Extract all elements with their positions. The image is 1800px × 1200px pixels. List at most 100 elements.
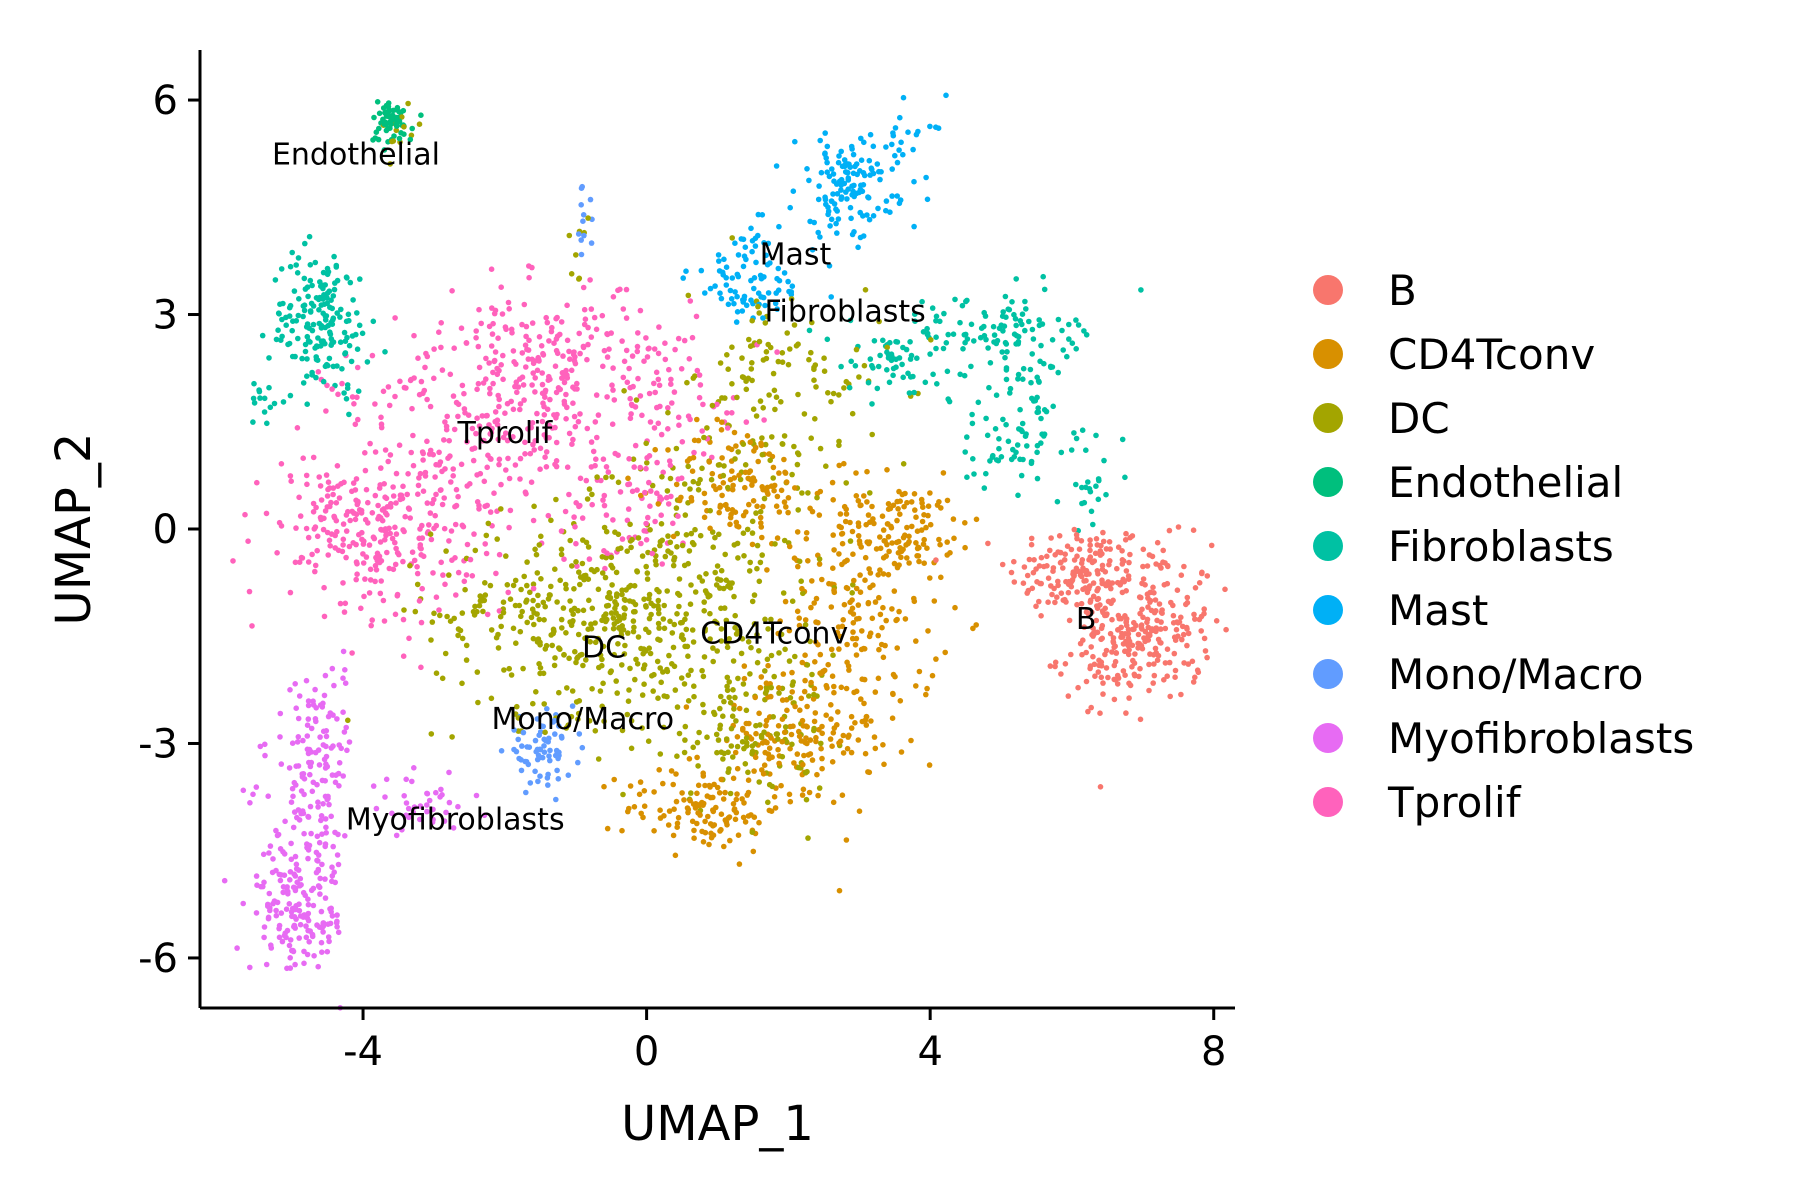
point-fibroblasts: [919, 298, 925, 305]
point-cd4tconv: [722, 789, 728, 796]
point-myofibroblasts: [340, 648, 347, 655]
point-fibroblasts: [1011, 331, 1018, 338]
point-tprolif: [436, 449, 442, 456]
point-cd4tconv: [901, 503, 907, 510]
point-dc: [755, 303, 761, 310]
point-cd4tconv: [760, 486, 766, 493]
point-mast: [883, 198, 890, 204]
point-b: [1150, 680, 1156, 686]
point-tprolif: [467, 556, 474, 563]
point-dc: [630, 456, 637, 463]
point-dc: [884, 344, 890, 351]
point-dc: [809, 319, 815, 326]
point-b: [1150, 584, 1156, 591]
point-myofibroblasts: [308, 830, 314, 837]
point-dc: [613, 569, 620, 576]
point-mast: [762, 302, 768, 309]
point-dc: [701, 608, 707, 614]
point-b: [1105, 598, 1112, 605]
point-cd4tconv: [619, 827, 625, 834]
point-b: [1052, 659, 1059, 666]
point-b: [1147, 632, 1153, 639]
point-tprolif: [440, 572, 446, 578]
point-tprolif: [473, 430, 479, 437]
point-b: [1166, 527, 1173, 534]
point-myofibroblasts: [250, 791, 256, 798]
point-mast: [850, 151, 857, 158]
point-dc: [643, 626, 649, 633]
point-tprolif: [561, 374, 567, 380]
point-mast: [755, 232, 761, 239]
point-cd4tconv: [673, 481, 680, 488]
point-tprolif: [549, 324, 555, 331]
point-mast: [774, 275, 780, 282]
point-cd4tconv: [733, 519, 740, 526]
point-dc: [602, 574, 609, 581]
point-tprolif: [414, 564, 420, 570]
point-mast: [789, 283, 796, 290]
point-dc: [700, 673, 707, 680]
point-tprolif: [389, 535, 396, 542]
point-cd4tconv: [716, 790, 723, 796]
point-tprolif: [666, 458, 673, 464]
point-fibroblasts: [287, 302, 294, 309]
point-b: [1129, 626, 1136, 633]
point-b: [1100, 538, 1107, 545]
point-b: [1110, 597, 1116, 604]
point-tprolif: [669, 400, 675, 406]
point-dc: [618, 545, 624, 551]
point-mast: [707, 285, 714, 292]
point-cd4tconv: [759, 740, 766, 746]
point-dc: [690, 478, 697, 485]
point-dc: [701, 599, 707, 605]
point-dc: [527, 589, 533, 596]
point-tprolif: [446, 538, 452, 544]
point-fibroblasts: [300, 313, 306, 320]
point-b: [1155, 652, 1162, 659]
point-b: [999, 561, 1006, 568]
point-b: [1036, 598, 1042, 605]
point-dc: [685, 292, 692, 299]
point-mono-macro: [552, 731, 558, 737]
point-dc: [928, 337, 934, 343]
point-dc: [745, 769, 751, 776]
point-tprolif: [571, 349, 577, 355]
point-dc: [763, 349, 770, 355]
point-dc: [685, 463, 691, 470]
point-dc: [541, 617, 547, 623]
point-tprolif: [553, 347, 560, 354]
point-tprolif: [382, 447, 389, 453]
point-cd4tconv: [851, 577, 857, 584]
point-cd4tconv: [852, 720, 858, 726]
point-b: [1122, 672, 1128, 678]
point-tprolif: [586, 556, 593, 562]
point-dc: [867, 490, 873, 496]
point-dc: [676, 576, 683, 582]
point-cd4tconv: [853, 688, 860, 695]
point-dc: [537, 665, 544, 671]
point-tprolif: [328, 531, 335, 537]
point-mast: [753, 259, 759, 266]
point-tprolif: [536, 358, 542, 364]
point-cd4tconv: [877, 534, 883, 540]
point-myofibroblasts: [270, 900, 276, 907]
point-b: [1083, 577, 1089, 584]
point-myofibroblasts: [274, 832, 281, 839]
point-myofibroblasts: [312, 686, 318, 693]
point-tprolif: [312, 524, 319, 530]
point-cd4tconv: [940, 470, 947, 476]
point-tprolif: [416, 535, 423, 542]
point-dc: [576, 276, 582, 282]
point-b: [1131, 619, 1137, 626]
point-tprolif: [473, 335, 479, 341]
legend-label: Fibroblasts: [1388, 522, 1614, 571]
point-dc: [684, 379, 690, 386]
point-dc: [599, 703, 605, 710]
point-tprolif: [313, 504, 319, 511]
point-b: [1122, 537, 1129, 543]
point-tprolif: [575, 418, 582, 425]
point-tprolif: [410, 432, 416, 439]
point-mast: [734, 293, 740, 300]
point-fibroblasts: [299, 355, 305, 362]
point-dc: [531, 503, 537, 510]
